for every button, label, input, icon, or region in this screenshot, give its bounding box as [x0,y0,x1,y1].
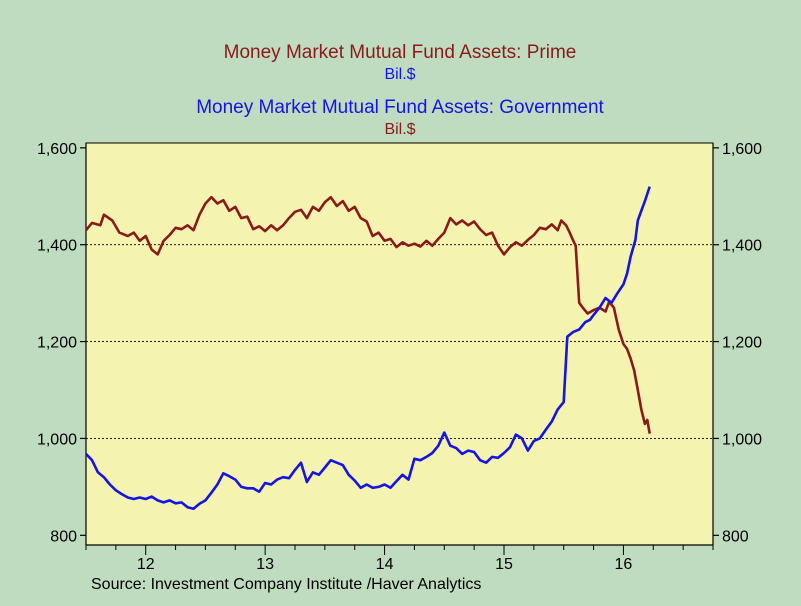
source-note: Source: Investment Company Institute /Ha… [91,576,481,593]
x-tick-label: 12 [137,556,155,573]
x-tick-label: 14 [376,556,394,573]
x-tick-label: 13 [256,556,274,573]
y-left-tick-label: 1,600 [37,141,77,158]
y-right-tick-label: 1,000 [722,431,762,448]
y-left-tick-label: 1,000 [37,431,77,448]
chart-units: Bil.$ [384,66,415,83]
y-right-tick-label: 1,600 [722,141,762,158]
series-lines [84,186,651,510]
y-right-tick-label: 800 [722,528,749,545]
y-right-tick-label: 1,400 [722,238,762,255]
chart-title: Money Market Mutual Fund Assets: Governm… [196,97,604,118]
axes: 800 1,000 1,200 1,400 1,600 800 1,000 1,200 1,40… [37,141,762,573]
x-tick-label: 16 [615,556,633,573]
chart-title: Money Market Mutual Fund Assets: Prime [224,42,577,63]
series-line-government [85,186,651,510]
plot-area [85,142,714,546]
chart-titles: Money Market Mutual Fund Assets: Prime Bi… [196,42,604,138]
chart-units: Bil.$ [384,121,415,138]
y-right-tick-label: 1,200 [722,335,762,352]
y-left-tick-label: 800 [50,528,77,545]
y-left-tick-label: 1,200 [37,335,77,352]
series-line-prime [84,195,651,434]
x-tick-label: 15 [495,556,513,573]
y-left-tick-label: 1,400 [37,238,77,255]
